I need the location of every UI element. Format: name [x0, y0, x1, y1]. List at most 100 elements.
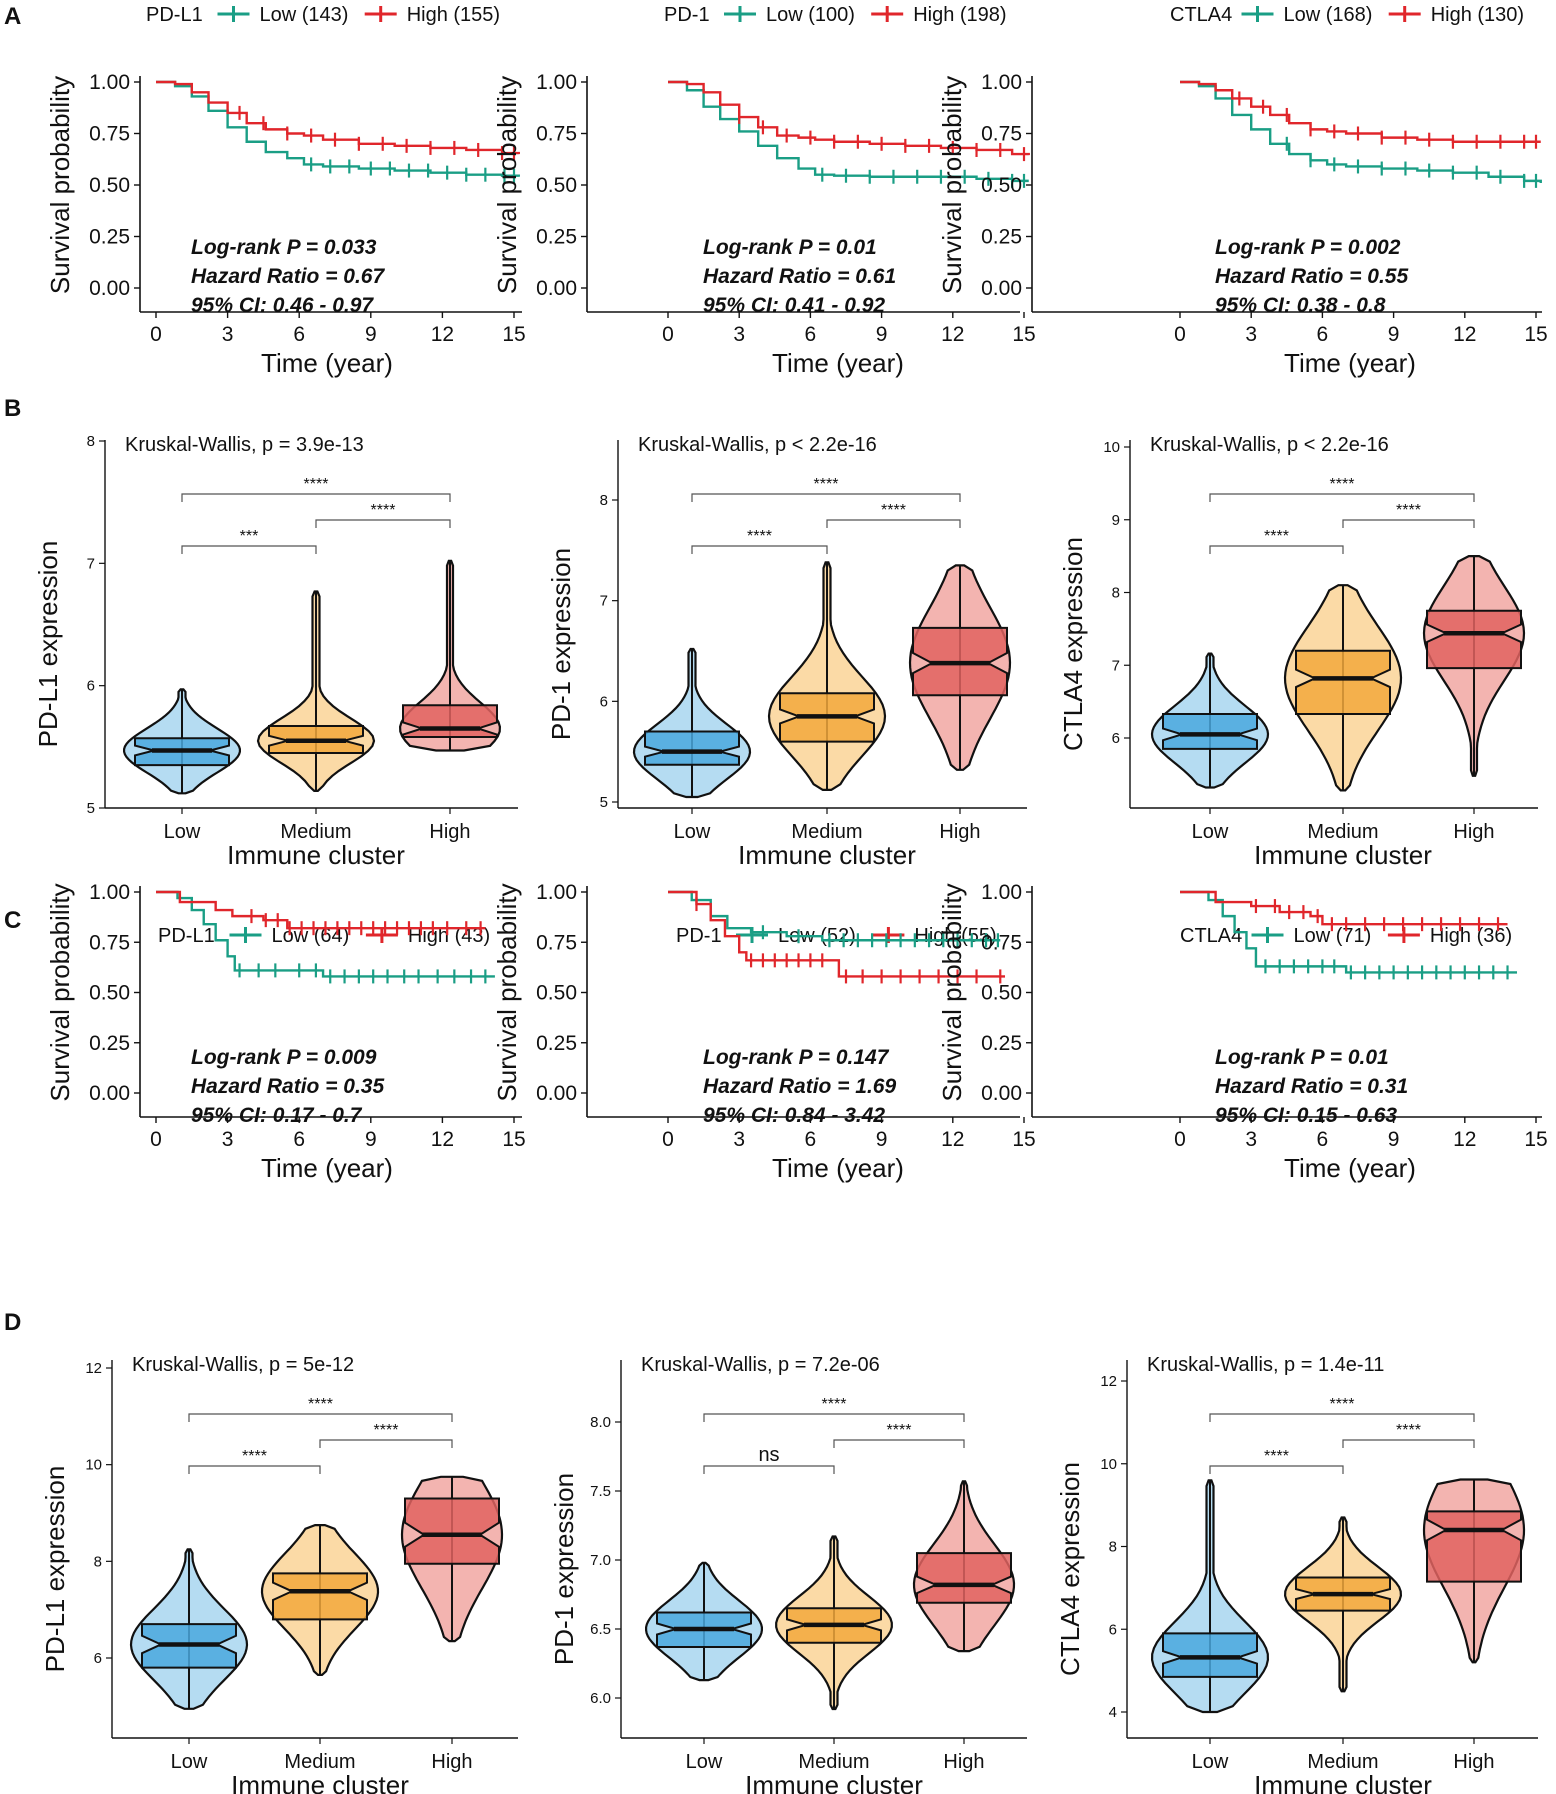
panel-letter-a: A: [4, 3, 21, 30]
stats-line: Log-rank P = 0.01: [1215, 1046, 1389, 1069]
km-curve-high: [1180, 80, 1541, 143]
x-tick-label: 9: [1388, 323, 1400, 346]
legend-title: PD-1: [664, 4, 710, 26]
km-curve-low: [156, 80, 520, 177]
y-tick-label: 0.75: [981, 123, 1022, 146]
category-label-low: Low: [171, 1751, 208, 1773]
y-tick-label: 8: [87, 433, 95, 450]
y-tick-label: 6: [94, 1650, 102, 1667]
y-tick-label: 1.00: [89, 881, 130, 904]
y-tick-label: 0.75: [536, 931, 577, 954]
y-tick-label: 0.50: [981, 174, 1022, 197]
x-tick-label: 6: [1317, 323, 1329, 346]
violin-chart-d3: 4 6 8 10 12 Low Medium High Immune cluster CTLA4 …: [1055, 1354, 1538, 1794]
y-tick-label: 6: [1109, 1621, 1117, 1638]
y-tick-label: 0.25: [89, 226, 130, 249]
x-axis-title: Time (year): [261, 348, 393, 378]
y-axis-title: PD-L1 expression: [40, 1466, 70, 1673]
legend-label-high: High (55): [914, 925, 996, 947]
comparison-bracket: [691, 545, 828, 554]
x-axis-title: Immune cluster: [1254, 840, 1432, 870]
y-tick-label: 8: [1112, 585, 1120, 602]
stats-line: Hazard Ratio = 0.35: [191, 1075, 384, 1098]
x-axis-title: Immune cluster: [745, 1770, 923, 1794]
x-axis-title: Time (year): [1284, 1153, 1416, 1183]
x-axis-title: Time (year): [772, 348, 904, 378]
kruskal-wallis-label: Kruskal-Wallis, p = 3.9e-13: [125, 434, 364, 456]
y-axis-title: CTLA4 expression: [1055, 1462, 1085, 1676]
legend-label-high: High (198): [913, 4, 1006, 26]
y-tick-label: 0.50: [981, 982, 1022, 1005]
significance-label: ****: [814, 476, 839, 493]
y-tick-label: 12: [1100, 1373, 1117, 1390]
x-tick-label: 0: [662, 323, 674, 346]
y-tick-label: 0.50: [89, 982, 130, 1005]
km-curve-high: [156, 890, 486, 930]
y-tick-label: 0.25: [981, 226, 1022, 249]
violin-chart-d2: 6.0 6.5 7.0 7.5 8.0 Low Medium High Immune clust…: [549, 1354, 1027, 1794]
category-label-low: Low: [1192, 821, 1229, 843]
legend-label-high: High (43): [408, 925, 490, 947]
y-tick-label: 9: [1112, 512, 1120, 529]
kruskal-wallis-label: Kruskal-Wallis, p < 2.2e-16: [1150, 434, 1389, 456]
x-tick-label: 9: [876, 1128, 888, 1151]
stats-line: Log-rank P = 0.147: [703, 1046, 890, 1069]
comparison-bracket: [1209, 493, 1475, 502]
comparison-bracket: [1209, 545, 1344, 554]
comparison-bracket: [188, 1413, 453, 1422]
y-tick-label: 0.25: [536, 1032, 577, 1055]
stats-line: Log-rank P = 0.002: [1215, 236, 1401, 259]
km-curve-low: [668, 890, 1001, 942]
x-tick-label: 15: [1012, 1128, 1035, 1151]
panel-letter-b: B: [4, 395, 21, 422]
y-tick-label: 8: [600, 492, 608, 509]
km-chart-a1: 0.00 0.25 0.50 0.75 1.00 0 3 6 9 12 15 Time (year) S…: [45, 4, 526, 378]
y-axis-title: PD-1 expression: [546, 548, 576, 740]
km-curve-low: [1180, 890, 1518, 974]
significance-label: ****: [822, 1396, 847, 1413]
significance-label: ****: [1330, 1396, 1355, 1413]
x-tick-label: 12: [431, 1128, 454, 1151]
y-tick-label: 0.25: [536, 226, 577, 249]
box-low: [1162, 1632, 1258, 1678]
significance-label: ****: [1264, 1448, 1289, 1465]
category-label-high: High: [1453, 821, 1494, 843]
y-axis-title: Survival probability: [937, 883, 967, 1101]
comparison-bracket: [181, 493, 451, 502]
km-chart-a3: 0.00 0.25 0.50 0.75 1.00 0 3 6 9 12 15 Time (year) S…: [937, 4, 1548, 378]
km-curve-high: [668, 890, 1006, 978]
y-tick-label: 0.00: [981, 1082, 1022, 1105]
stats-line: Hazard Ratio = 1.69: [703, 1075, 896, 1098]
significance-label: ****: [374, 1422, 399, 1439]
x-axis-title: Time (year): [1284, 348, 1416, 378]
box-high: [1426, 609, 1522, 670]
km-curve-high: [1180, 890, 1508, 926]
y-tick-label: 6: [600, 693, 608, 710]
x-axis-title: Time (year): [772, 1153, 904, 1183]
y-tick-label: 7.0: [590, 1552, 611, 1569]
comparison-bracket: [1209, 1465, 1344, 1474]
panel-letters: A B C D: [4, 3, 21, 1336]
category-label-medium: Medium: [791, 821, 862, 843]
x-tick-label: 6: [805, 1128, 817, 1151]
stats-line: 95% CI: 0.84 - 3.42: [703, 1104, 885, 1127]
x-tick-label: 12: [1453, 323, 1476, 346]
x-tick-label: 0: [150, 323, 162, 346]
x-tick-label: 3: [733, 1128, 745, 1151]
stats-line: Hazard Ratio = 0.67: [191, 265, 385, 288]
legend-label-high: High (155): [407, 4, 500, 26]
y-tick-label: 0.75: [536, 123, 577, 146]
km-curve-high: [156, 80, 520, 155]
y-tick-label: 6: [87, 678, 95, 695]
comparison-bracket: [181, 545, 317, 554]
y-tick-label: 7.5: [590, 1483, 611, 1500]
box-high: [402, 704, 498, 739]
legend-label-low: Low (168): [1284, 4, 1373, 26]
kruskal-wallis-label: Kruskal-Wallis, p = 5e-12: [132, 1354, 354, 1376]
x-tick-label: 6: [805, 323, 817, 346]
box-low: [644, 730, 740, 766]
x-tick-label: 12: [431, 323, 454, 346]
panel-letter-d: D: [4, 1309, 21, 1336]
category-label-low: Low: [164, 821, 201, 843]
legend-label-high: High (36): [1430, 925, 1512, 947]
